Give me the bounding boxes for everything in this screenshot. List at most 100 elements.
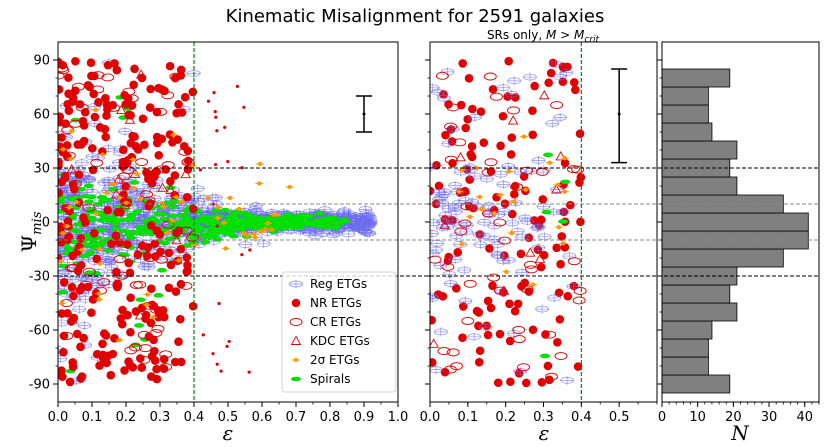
nr-etg-marker: [176, 244, 186, 254]
nr-etg-marker: [180, 92, 190, 102]
reg-etg-cross: [501, 161, 515, 171]
nr-etg-marker: [138, 241, 147, 250]
kdc-etg-marker: [157, 182, 168, 192]
nr-etg-marker: [107, 239, 116, 249]
nr-etg-marker: [154, 312, 163, 322]
reg-etg-cross: [530, 223, 544, 233]
nr-etg-marker: [64, 106, 74, 116]
spiral-marker: [84, 236, 95, 242]
reg-etg-cross: [560, 375, 574, 385]
reg-etg-cross: [531, 155, 545, 165]
kdc-etg-marker: [135, 69, 147, 79]
legend-box: [281, 271, 397, 393]
x-tick-label: 0.4: [571, 410, 592, 425]
y-tick-label: 90: [33, 54, 50, 69]
nr-etg-marker: [146, 318, 156, 328]
nr-etg-marker: [124, 258, 133, 268]
nr-etg-marker: [121, 182, 130, 191]
twosigma-etg-marker: [252, 235, 258, 240]
spiral-marker: [331, 220, 342, 226]
histogram-bar: [662, 140, 738, 160]
nr-etg-small-marker: [213, 110, 217, 114]
spiral-marker: [129, 180, 140, 185]
reg-etg-cross: [289, 279, 303, 289]
twosigma-etg-marker: [257, 161, 263, 167]
x-tick-label: 10: [689, 410, 706, 425]
nr-etg-marker: [147, 284, 156, 293]
nr-etg-marker: [166, 176, 175, 186]
kdc-etg-marker: [124, 114, 136, 124]
nr-etg-marker: [64, 73, 73, 82]
reg-etg-cross: [434, 327, 448, 337]
reg-etg-cross: [112, 173, 126, 183]
twosigma-etg-marker: [479, 206, 484, 212]
twosigma-etg-marker: [96, 297, 102, 302]
cr-etg-marker: [60, 332, 74, 340]
spiral-marker: [167, 213, 178, 219]
reg-etg-cross: [535, 304, 549, 314]
cr-etg-marker: [435, 71, 449, 80]
nr-etg-small-marker: [201, 333, 205, 337]
nr-etg-marker: [453, 248, 463, 257]
nr-etg-small-marker: [215, 224, 219, 228]
nr-etg-marker: [463, 114, 473, 124]
nr-etg-marker: [528, 130, 538, 140]
spiral-marker: [132, 209, 143, 214]
nr-etg-marker: [556, 259, 565, 269]
nr-etg-marker: [182, 267, 192, 276]
nr-etg-marker: [555, 315, 565, 324]
kdc-etg-marker: [539, 89, 550, 100]
nr-etg-marker: [101, 93, 110, 103]
nr-etg-marker: [126, 293, 135, 303]
nr-etg-small-marker: [214, 115, 218, 119]
nr-etg-marker: [152, 364, 161, 374]
nr-etg-marker: [430, 315, 436, 325]
twosigma-etg-marker: [58, 259, 63, 264]
spiral-marker: [84, 270, 95, 275]
reg-etg-cross: [77, 321, 91, 331]
cr-etg-marker: [181, 157, 195, 166]
histogram-bar: [662, 104, 709, 124]
nr-etg-marker: [155, 230, 165, 239]
twosigma-etg-marker: [269, 227, 274, 233]
cr-etg-marker: [517, 363, 531, 372]
nr-etg-marker: [72, 329, 82, 339]
nr-etg-marker: [157, 85, 167, 94]
cr-etg-marker: [186, 233, 199, 242]
twosigma-etg-marker: [287, 184, 292, 190]
twosigma-etg-marker: [293, 357, 299, 363]
kdc-etg-marker: [555, 150, 566, 161]
reg-etg-cross: [336, 207, 350, 217]
nr-etg-marker: [493, 378, 503, 388]
spiral-marker: [117, 217, 128, 222]
reg-etg-cross: [507, 76, 521, 86]
twosigma-etg-marker: [265, 221, 271, 226]
nr-etg-marker: [174, 337, 183, 347]
nr-etg-marker: [124, 357, 133, 366]
reg-etg-cross: [432, 194, 446, 204]
twosigma-etg-marker: [477, 194, 482, 200]
reg-etg-cross: [338, 206, 352, 216]
cr-etg-marker: [136, 245, 150, 254]
nr-etg-marker: [68, 251, 77, 261]
nr-etg-marker: [504, 56, 513, 66]
nr-etg-marker: [507, 209, 517, 219]
spiral-marker: [81, 242, 92, 248]
nr-etg-marker: [67, 282, 77, 292]
nr-etg-marker: [118, 162, 128, 171]
twosigma-etg-marker: [145, 292, 150, 297]
reg-etg-cross: [99, 255, 113, 265]
nr-etg-marker: [76, 260, 86, 270]
nr-etg-marker: [58, 157, 63, 167]
nr-etg-marker: [496, 141, 505, 151]
twosigma-etg-marker: [562, 189, 567, 194]
nr-etg-marker: [58, 188, 64, 198]
cr-etg-marker: [58, 66, 70, 75]
cr-etg-marker: [154, 165, 168, 174]
reg-etg-cross: [505, 89, 519, 99]
nr-etg-marker: [126, 138, 136, 148]
nr-etg-marker: [92, 254, 102, 264]
nr-etg-marker: [444, 99, 453, 109]
kdc-etg-marker: [524, 247, 536, 257]
